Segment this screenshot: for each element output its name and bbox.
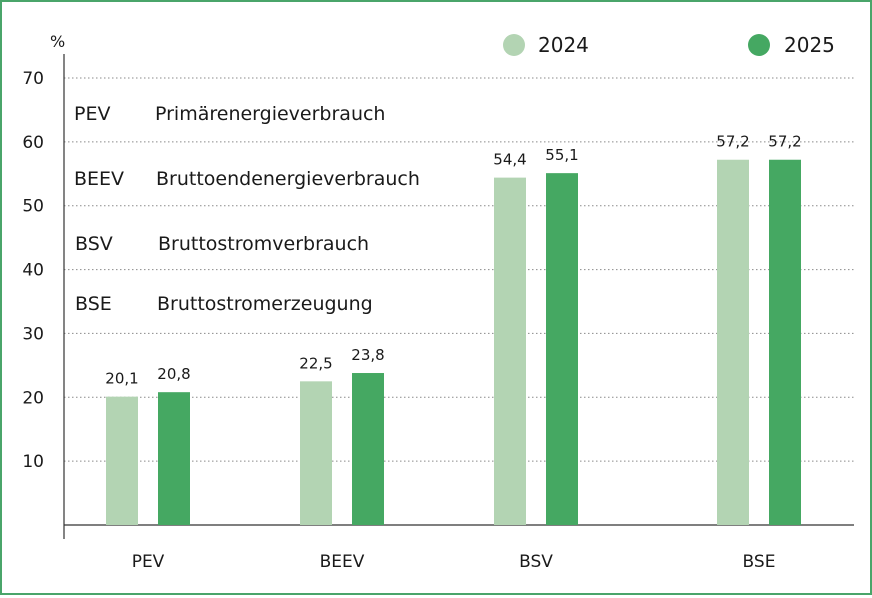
category-label: PEV [132, 552, 165, 572]
y-tick-label: 20 [22, 388, 44, 408]
bar-pev-2024 [106, 396, 138, 525]
key-description: Bruttoendenergieverbrauch [156, 168, 420, 190]
key-abbreviation: BSV [75, 233, 113, 255]
data-label: 54,4 [493, 151, 526, 169]
legend: 2024 2025 [503, 33, 835, 57]
legend-label: 2025 [784, 33, 835, 57]
key-abbreviation: BSE [75, 293, 112, 315]
key-abbreviation: PEV [74, 103, 110, 125]
y-tick-label: 50 [22, 197, 44, 217]
bar-bse-2024 [717, 159, 749, 526]
data-label: 20,1 [105, 370, 138, 388]
legend-swatch-2025 [748, 34, 770, 56]
key-abbreviation: BEEV [74, 168, 124, 190]
data-label: 20,8 [157, 365, 190, 383]
x-axis-labels: PEV BEEV BSV BSE [132, 552, 776, 572]
bar-pev-2025 [158, 392, 190, 525]
y-tick-label: 30 [22, 324, 44, 344]
data-label: 57,2 [716, 133, 749, 151]
y-unit-label: % [50, 32, 65, 51]
abbreviation-key: PEV Primärenergieverbrauch BEEV Bruttoenden… [74, 103, 420, 315]
y-tick-label: 10 [22, 452, 44, 472]
bar-beev-2025 [352, 373, 384, 525]
bar-bsv-2025 [546, 173, 578, 525]
data-label: 23,8 [351, 346, 384, 364]
y-tick-label: 40 [22, 261, 44, 281]
bar-bse-2025 [769, 159, 801, 526]
key-description: Primärenergieverbrauch [155, 103, 385, 125]
y-tick-label: 60 [22, 133, 44, 153]
data-label: 57,2 [768, 133, 801, 151]
data-label: 55,1 [545, 146, 578, 164]
category-label: BEEV [320, 552, 365, 572]
bar-beev-2024 [300, 381, 332, 525]
bar-bsv-2024 [494, 177, 526, 526]
category-label: BSE [743, 552, 776, 572]
category-label: BSV [519, 552, 553, 572]
y-tick-label: 70 [22, 69, 44, 89]
key-description: Bruttostromerzeugung [157, 293, 373, 315]
legend-swatch-2024 [503, 34, 525, 56]
key-description: Bruttostromverbrauch [158, 233, 369, 255]
bars: 20,1 20,8 22,5 23,8 54,4 55,1 57,2 57,2 [105, 133, 802, 526]
data-label: 22,5 [299, 354, 332, 372]
legend-label: 2024 [538, 33, 589, 57]
